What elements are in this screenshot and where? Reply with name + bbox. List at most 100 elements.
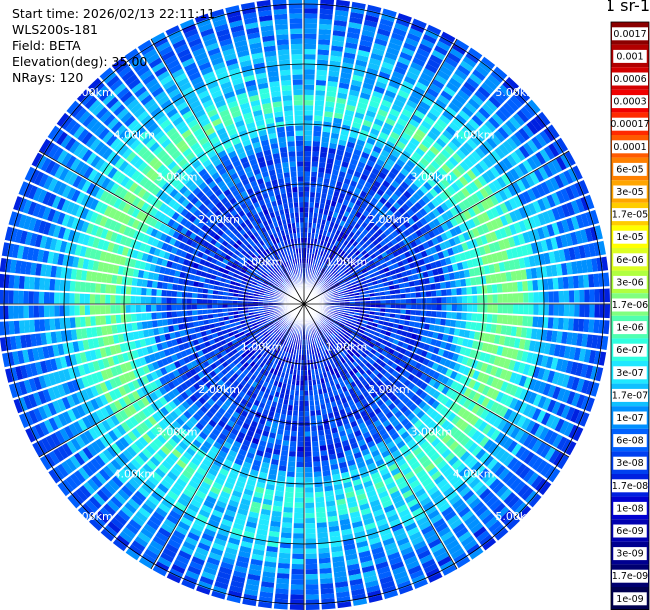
range-gate [449,47,464,60]
range-gate [466,169,477,181]
range-gate [339,250,346,257]
range-gate [532,214,542,227]
range-gate [453,93,467,105]
range-gate [435,40,451,52]
range-gate [437,267,444,275]
range-gate [341,285,347,290]
range-gate [324,270,330,277]
range-gate [338,134,348,142]
range-gate [395,17,411,28]
range-gate [372,239,379,246]
range-gate [304,227,308,233]
range-gate [325,287,331,292]
range-gate [430,174,440,184]
range-gate [446,185,456,196]
range-gate [514,148,526,162]
range-gate [398,136,409,146]
range-gate [448,196,458,206]
range-gate [350,253,357,260]
range-gate [474,162,485,175]
range-gate [324,258,330,265]
range-gate [471,204,481,215]
range-gate [423,256,430,264]
range-gate [340,129,350,137]
range-gate [317,527,328,534]
range-gate [358,156,368,164]
range-gate [396,12,412,23]
range-gate [512,234,521,246]
range-gate [334,9,349,17]
range-gate [522,292,529,303]
range-gate [429,126,441,137]
range-gate [311,435,319,442]
range-gate [393,22,409,32]
range-gate [311,227,316,234]
range-gate [446,296,452,304]
range-gate [508,223,517,235]
range-gate [369,52,383,62]
range-gate [431,78,445,90]
range-gate [311,151,320,157]
range-gate [555,189,566,204]
range-gate [568,246,576,261]
range-gate [352,240,359,247]
range-gate [496,314,503,324]
range-gate [351,247,358,254]
range-gate [490,149,502,162]
range-gate [380,149,390,158]
range-gate [357,262,364,268]
range-gate [340,161,349,168]
range-gate [387,171,397,180]
range-gate [551,222,560,236]
range-gate [436,215,445,225]
range-gate [292,415,299,422]
range-gate [282,517,293,523]
range-gate [352,116,363,125]
range-gate [529,117,543,132]
range-gate [341,258,348,265]
range-gate [327,281,333,286]
range-gate [474,89,488,103]
range-gate [395,158,406,168]
range-gate [585,211,595,226]
range-gate [455,148,467,160]
range-gate [380,99,392,108]
range-gate [319,198,326,205]
range-gate [316,69,328,76]
range-gate [359,39,373,48]
range-gate [438,114,451,125]
range-gate [314,90,326,96]
range-gate [555,235,564,249]
range-gate [426,297,432,304]
range-gate [355,259,362,265]
range-gate [416,161,427,171]
range-gate [498,239,506,250]
range-gate [304,130,313,136]
range-gate [539,148,551,163]
range-gate [496,251,504,262]
range-gate [498,261,506,272]
range-gate [518,257,526,269]
range-gate [304,466,313,473]
range-gate [332,164,341,171]
range-gate [336,260,342,266]
range-gate [470,150,482,162]
range-gate [360,87,373,96]
range-gate [504,119,517,133]
range-gate [382,244,390,251]
range-gate [523,102,537,117]
range-gate [327,266,333,273]
range-gate [513,258,521,270]
range-gate [432,217,441,227]
range-gate [305,512,316,519]
range-gate [279,460,288,467]
range-gate [461,304,468,312]
range-gate [373,37,388,47]
range-gate [364,14,379,23]
range-gate [535,183,546,197]
range-gate [487,181,498,194]
range-gate [339,237,346,244]
range-gate [294,502,304,508]
range-gate [536,226,545,240]
range-gate [374,140,385,150]
